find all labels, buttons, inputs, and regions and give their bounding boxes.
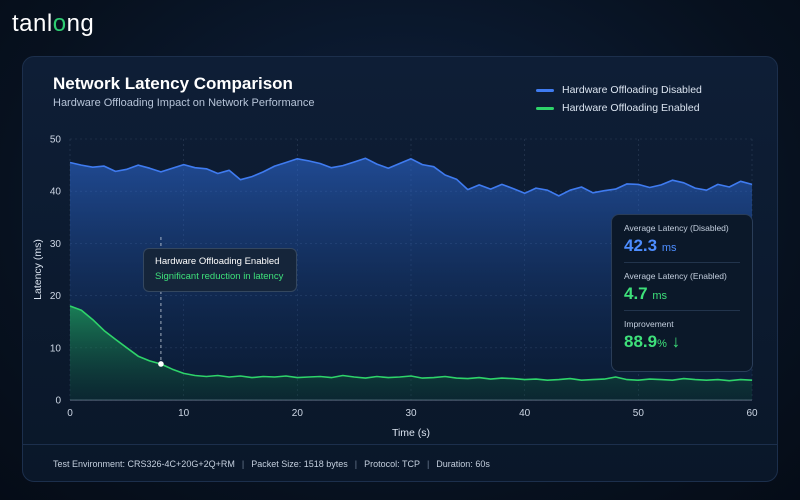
stat-improvement-value: 88.9% ↓ <box>624 332 681 351</box>
x-tick-label: 50 <box>633 408 645 419</box>
stat-avg-enabled: Average Latency (Enabled) 4.7 ms <box>624 271 740 311</box>
y-tick-label: 10 <box>50 343 62 354</box>
footer-protocol: Protocol: TCP <box>364 459 420 469</box>
legend-swatch-enabled <box>536 106 554 110</box>
stat-avg-disabled-label: Average Latency (Disabled) <box>624 223 729 233</box>
annotation-point <box>158 361 164 367</box>
series-line-0 <box>69 157 753 197</box>
stat-improvement: Improvement 88.9% ↓ <box>624 319 740 358</box>
x-tick-label: 30 <box>405 408 417 419</box>
chart-subtitle: Hardware Offloading Impact on Network Pe… <box>53 97 315 109</box>
series-area-0 <box>70 158 752 400</box>
y-axis-label: Latency (ms) <box>32 239 44 300</box>
annotation-text: Significant reduction in latency <box>155 271 284 282</box>
legend-label-enabled: Hardware Offloading Enabled <box>562 102 700 114</box>
legend-label-disabled: Hardware Offloading Disabled <box>562 84 702 96</box>
stat-avg-enabled-value: 4.7 ms <box>624 284 668 303</box>
footer-env: Test Environment: CRS326-4C+20G+2Q+RM <box>53 459 235 469</box>
chart-title: Network Latency Comparison <box>53 74 293 93</box>
chart-legend: Hardware Offloading Disabled Hardware Of… <box>536 81 702 117</box>
brand-logo: tanlong <box>12 10 95 37</box>
x-tick-label: 10 <box>178 408 190 419</box>
x-tick-label: 20 <box>292 408 304 419</box>
stat-improvement-label: Improvement <box>624 319 674 329</box>
stat-avg-enabled-label: Average Latency (Enabled) <box>624 271 727 281</box>
x-tick-label: 0 <box>67 408 73 419</box>
footer-packet: Packet Size: 1518 bytes <box>251 459 348 469</box>
stat-avg-disabled: Average Latency (Disabled) 42.3 ms <box>624 223 740 263</box>
y-tick-label: 0 <box>55 396 61 407</box>
stat-avg-disabled-value: 42.3 ms <box>624 236 677 255</box>
y-tick-label: 20 <box>50 291 62 302</box>
footer-duration: Duration: 60s <box>436 459 490 469</box>
arrow-down-icon: ↓ <box>671 332 681 351</box>
y-tick-label: 40 <box>50 187 62 198</box>
y-tick-label: 30 <box>50 239 62 250</box>
chart-card: Network Latency Comparison Hardware Offl… <box>22 56 778 482</box>
legend-item-disabled: Hardware Offloading Disabled <box>536 81 702 99</box>
legend-item-enabled: Hardware Offloading Enabled <box>536 99 702 117</box>
x-tick-label: 40 <box>519 408 531 419</box>
y-tick-label: 50 <box>50 135 62 146</box>
legend-swatch-disabled <box>536 88 554 92</box>
series-line-1 <box>69 305 753 382</box>
x-axis-label: Time (s) <box>392 427 430 439</box>
stats-panel: Average Latency (Disabled) 42.3 ms Avera… <box>611 214 753 372</box>
annotation-title: Hardware Offloading Enabled <box>155 256 280 267</box>
x-tick-label: 60 <box>746 408 758 419</box>
footer-divider <box>23 444 777 445</box>
annotation-callout: Hardware Offloading Enabled Significant … <box>143 248 297 292</box>
test-environment-footer: Test Environment: CRS326-4C+20G+2Q+RM | Pa… <box>53 459 490 469</box>
